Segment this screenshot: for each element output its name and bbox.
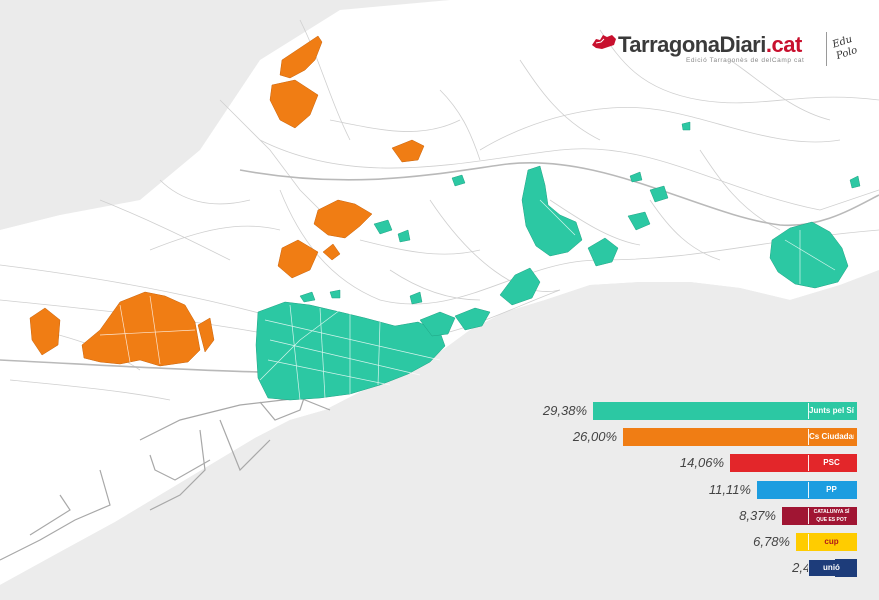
party-logo-badge: cup [808,534,854,550]
sea-area [0,270,879,600]
result-bar [593,402,857,420]
percent-text: 6,78% [753,534,790,549]
brand-name-main: TarragonaDiari [618,32,766,57]
result-percent-label: 8,37% [706,507,776,525]
party-logo-badge: CATALUNYA SÍ QUE ES POT [808,508,854,524]
result-percent-label: 14,06% [654,454,724,472]
party-logo-badge: unió [808,560,854,576]
percent-text: 26,00% [572,429,617,444]
city-streets [99,199,836,401]
brand-header: TarragonaDiari.cat Edició Tarragonès de … [590,28,870,74]
brand-separator [826,32,827,66]
result-percent-label: 26,00% [547,428,617,446]
party-logo-badge: Cs Ciudadanos [808,429,854,445]
party-logo-badge: PSC [808,455,854,471]
percent-text: 11,11% [708,482,751,497]
result-bar [623,428,857,446]
result-percent-label: 29,38% [517,402,587,420]
ciudadanos-areas [29,35,425,367]
land-area [0,0,879,585]
percent-text: 29,38% [542,403,587,418]
party-logo-badge: Junts pel Sí [808,403,854,419]
brand-name-suffix: .cat [765,32,802,57]
tarragona-map-logo-icon [592,35,616,49]
result-percent-label: 6,78% [720,533,790,551]
highways [0,161,879,373]
result-percent-label: 11,11% [681,481,751,499]
percent-text: 8,37% [739,508,776,523]
port [0,394,331,561]
brand-name: TarragonaDiari.cat [618,32,802,58]
junts-areas [255,121,861,401]
percent-text: 14,06% [679,455,724,470]
brand-subtitle: Edició Tarragonès de delCamp cat [686,57,805,64]
party-logo-badge: PP [808,482,854,498]
